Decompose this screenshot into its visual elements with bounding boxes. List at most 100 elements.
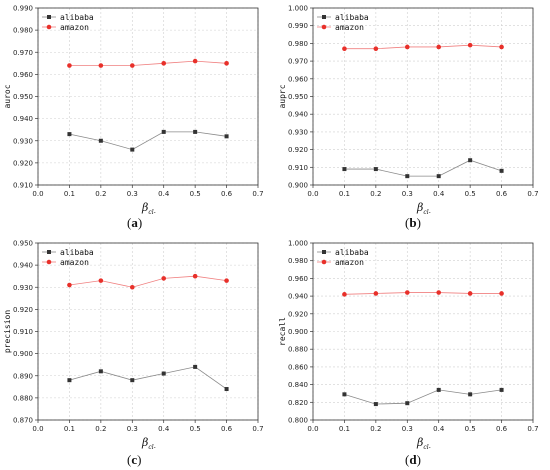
data-point-alibaba [405, 174, 410, 179]
y-tick-label: 0.840 [288, 381, 308, 389]
y-tick-label: 0.800 [288, 417, 308, 425]
chart-b: 0.0 0.1 0.2 0.3 0.4 0.5 0.6 0.7 0.900 0.910 0.920 0… [278, 5, 539, 217]
data-point-alibaba [342, 392, 347, 397]
data-point-alibaba [342, 167, 347, 172]
data-point-amazon [467, 291, 473, 296]
y-tick-label: 0.980 [288, 40, 308, 48]
legend-marker-alibaba [47, 250, 51, 254]
chart-panel-b: 0.0 0.1 0.2 0.3 0.4 0.5 0.6 0.7 0.900 0.910 0.920 0… [275, 0, 550, 235]
y-tick-label: 0.920 [13, 159, 33, 167]
x-tick-label: 0.2 [95, 190, 106, 198]
data-point-alibaba [436, 387, 441, 392]
x-tick-label: 0.1 [339, 425, 350, 433]
legend-label-amazon: amazon [60, 23, 89, 32]
y-tick-label: 0.970 [288, 58, 308, 66]
chart-d: 0.0 0.1 0.2 0.3 0.4 0.5 0.6 0.7 0.800 0.820 0.840 0… [278, 240, 539, 452]
y-tick-label: 0.940 [13, 262, 33, 270]
data-point-amazon [499, 44, 504, 50]
y-tick-label: 0.960 [288, 75, 308, 83]
x-tick-label: 0.1 [64, 425, 75, 433]
y-tick-label: 0.970 [13, 49, 33, 57]
y-tick-label: 0.900 [13, 350, 33, 358]
x-axis-label: βcl- [416, 201, 431, 216]
x-axis-subscript: cl- [423, 209, 430, 216]
y-tick-label: 0.980 [13, 27, 33, 35]
x-tick-label: 0.0 [307, 425, 318, 433]
data-point-alibaba [468, 392, 473, 397]
data-point-alibaba [98, 138, 103, 143]
caption-b: (b) [405, 215, 421, 230]
data-point-alibaba [499, 168, 504, 173]
data-point-amazon [67, 63, 72, 68]
y-tick-label: 0.820 [288, 399, 308, 407]
data-point-amazon [499, 291, 504, 296]
y-tick-label: 0.870 [13, 417, 33, 425]
data-point-amazon [192, 273, 198, 279]
y-tick-label: 0.920 [13, 306, 33, 314]
data-point-amazon [404, 44, 410, 50]
chart-panel-c: 0.0 0.1 0.2 0.3 0.4 0.5 0.6 0.7 0.870 0.880 0.890 0… [0, 235, 275, 470]
legend-label-amazon: amazon [335, 258, 364, 267]
data-point-amazon [373, 291, 379, 296]
y-tick-label: 0.880 [13, 394, 33, 402]
data-point-amazon [373, 46, 379, 52]
x-tick-label: 0.4 [158, 190, 170, 198]
x-tick-label: 0.0 [32, 425, 43, 433]
x-tick-label: 0.2 [95, 425, 106, 433]
x-axis-symbol: β [141, 201, 148, 214]
x-tick-label: 0.1 [339, 190, 350, 198]
y-tick-label: 0.890 [13, 372, 33, 380]
data-point-amazon [436, 290, 442, 295]
x-tick-label: 0.7 [527, 190, 538, 198]
y-tick-label: 0.950 [13, 240, 33, 248]
y-tick-label: 0.930 [288, 128, 308, 136]
y-tick-label: 0.940 [288, 293, 308, 301]
legend-marker-alibaba [47, 15, 51, 19]
x-tick-label: 0.6 [496, 425, 508, 433]
x-tick-label: 0.5 [190, 190, 201, 198]
x-tick-label: 0.0 [307, 190, 318, 198]
data-point-amazon [342, 292, 347, 297]
data-point-alibaba [98, 369, 103, 374]
x-axis-subscript: cl- [148, 444, 155, 451]
x-tick-label: 0.4 [158, 425, 170, 433]
data-point-alibaba [161, 129, 166, 134]
y-tick-label: 0.910 [13, 328, 33, 336]
data-point-alibaba [130, 147, 135, 152]
y-tick-label: 0.960 [288, 275, 308, 283]
y-tick-label: 0.980 [288, 257, 308, 265]
series-line-alibaba [69, 131, 227, 151]
caption-d: (d) [405, 452, 421, 467]
x-tick-label: 0.3 [127, 425, 138, 433]
chart-c: 0.0 0.1 0.2 0.3 0.4 0.5 0.6 0.7 0.870 0.880 0.890 0… [3, 240, 264, 452]
x-tick-label: 0.7 [527, 425, 538, 433]
x-axis-symbol: β [416, 436, 423, 449]
data-point-alibaba [468, 158, 473, 163]
data-point-amazon [98, 63, 104, 68]
data-point-amazon [342, 46, 347, 52]
legend-label-amazon: amazon [60, 258, 89, 267]
caption-a: (a) [127, 215, 143, 230]
y-axis-label: auprc [278, 84, 287, 108]
chart-a: 0.0 0.1 0.2 0.3 0.4 0.5 0.6 0.7 0.910 0.920 0.930 0… [3, 5, 264, 217]
y-tick-label: 0.900 [288, 328, 308, 336]
y-tick-label: 0.910 [288, 164, 308, 172]
y-tick-label: 0.930 [13, 284, 33, 292]
data-point-amazon [129, 63, 135, 68]
x-axis-subscript: cl- [148, 209, 155, 216]
y-tick-label: 0.960 [13, 71, 33, 79]
legend-label-alibaba: alibaba [60, 13, 94, 22]
y-axis-label: auroc [3, 84, 12, 108]
y-tick-label: 0.860 [288, 363, 308, 371]
series-line-amazon [69, 60, 227, 66]
data-point-amazon [224, 61, 229, 66]
x-tick-label: 0.0 [32, 190, 43, 198]
y-tick-label: 0.950 [288, 93, 308, 101]
data-point-alibaba [373, 167, 378, 172]
x-tick-label: 0.3 [402, 190, 413, 198]
legend-label-amazon: amazon [335, 23, 364, 32]
x-tick-label: 0.2 [370, 190, 381, 198]
y-tick-label: 0.990 [13, 5, 33, 13]
x-tick-label: 0.6 [221, 425, 233, 433]
caption-c: (c) [127, 452, 142, 467]
